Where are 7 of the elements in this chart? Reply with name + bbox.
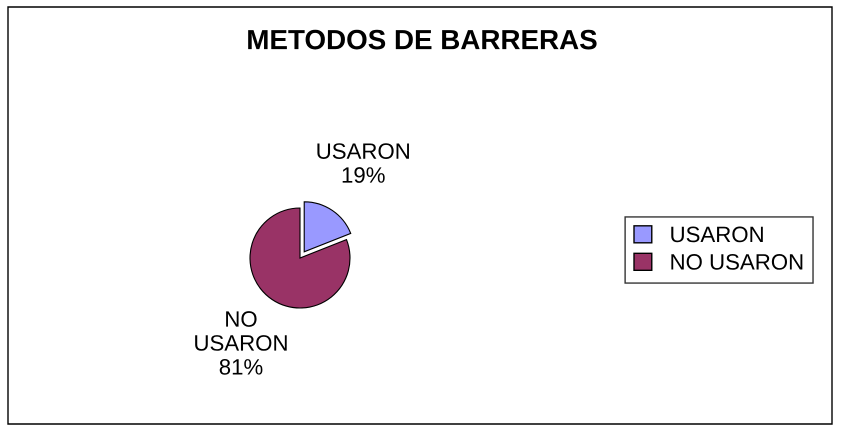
slice-label: NO USARON bbox=[195, 311, 287, 351]
chart-title: METODOS DE BARRERAS bbox=[248, 30, 597, 50]
data-label: 81% bbox=[220, 359, 262, 375]
data-label: 19% bbox=[342, 167, 385, 183]
legend-label: NO USARON bbox=[671, 254, 802, 270]
slice-label: USARON bbox=[317, 143, 409, 159]
legend-label: USARON bbox=[671, 226, 763, 242]
